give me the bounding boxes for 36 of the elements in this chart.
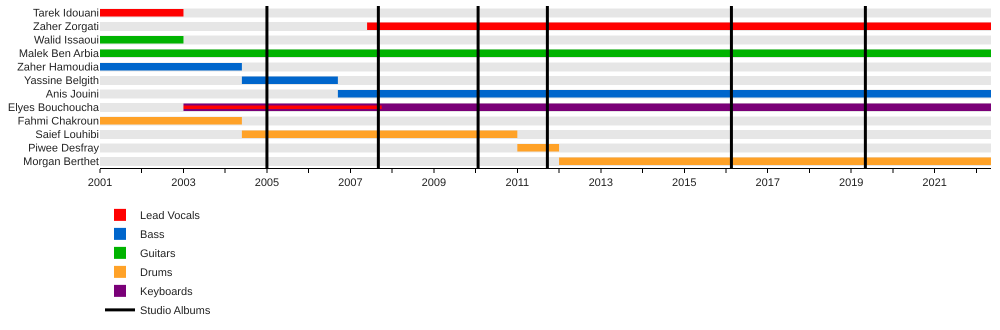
y-tick-label: Morgan Berthet	[23, 156, 99, 168]
x-tick-label: 2021	[922, 177, 947, 190]
y-tick-label: Fahmi Chakroun	[18, 116, 99, 128]
y-tick-label: Zaher Hamoudia	[17, 62, 100, 74]
x-tick-label: 2015	[672, 177, 696, 190]
y-tick-label: Piwee Desfray	[28, 142, 100, 155]
x-tick-label: 2001	[88, 177, 112, 190]
legend-label: Lead Vocals	[140, 210, 200, 222]
y-tick-label: Zaher Zorgati	[32, 21, 99, 34]
bar	[100, 36, 184, 44]
x-tick-label: 2013	[588, 177, 614, 190]
legend-label: Guitars	[140, 248, 176, 260]
y-tick-label: Elyes Bouchoucha	[8, 102, 100, 114]
bar	[242, 130, 518, 138]
legend-label: Drums	[140, 267, 173, 280]
x-tick-label: 2019	[838, 177, 864, 190]
bar	[517, 144, 560, 152]
bar	[100, 117, 242, 124]
y-tick-label: Saief Louhibi	[35, 129, 99, 142]
x-tick-label: 2009	[422, 177, 446, 190]
legend-label: Studio Albums	[140, 305, 211, 318]
bar	[100, 63, 242, 70]
y-tick-label: Anis Jouini	[46, 88, 99, 101]
x-tick-label: 2017	[755, 177, 780, 190]
bar	[100, 9, 184, 16]
legend-label: Bass	[140, 229, 165, 242]
legend-label: Keyboards	[140, 286, 194, 298]
y-tick-label: Tarek Idouani	[32, 8, 99, 20]
x-tick-label: 2007	[338, 177, 363, 190]
y-tick-label: Yassine Belgith	[24, 75, 99, 88]
bar	[242, 76, 338, 84]
x-tick-label: 2005	[254, 177, 280, 190]
y-tick-label: Malek Ben Arbia	[18, 48, 100, 60]
x-tick-label: 2003	[171, 177, 196, 190]
y-tick-label: Walid Issaoui	[34, 34, 99, 47]
x-tick-label: 2011	[506, 177, 530, 190]
